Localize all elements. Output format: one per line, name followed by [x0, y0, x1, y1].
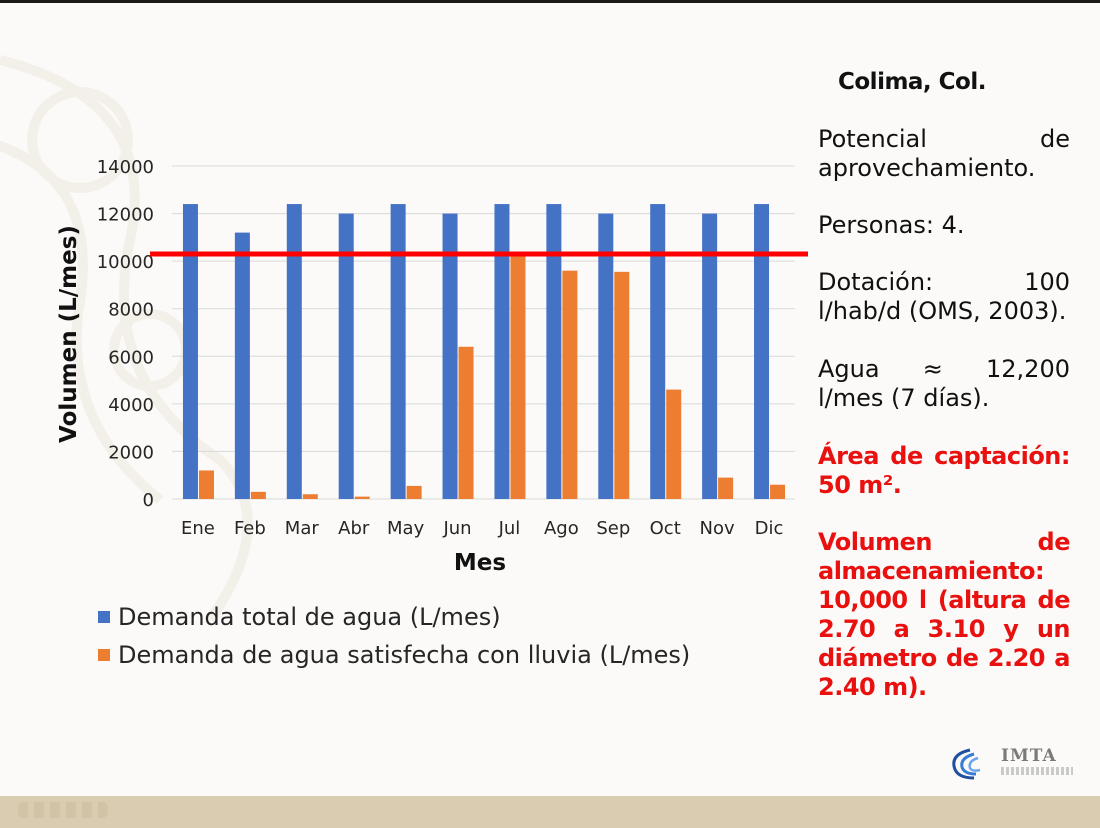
- footer-decoration: [18, 802, 108, 818]
- bar-total: [182, 204, 198, 500]
- bar-total: [494, 204, 510, 500]
- x-tick-label: Nov: [700, 518, 735, 539]
- bar-lluvia: [718, 477, 734, 499]
- x-axis-label: Mes: [454, 550, 506, 576]
- x-tick-label: Ene: [181, 518, 215, 539]
- bar-total: [598, 213, 614, 500]
- y-tick-label: 14000: [97, 157, 154, 178]
- x-tick-label: May: [387, 518, 425, 539]
- y-tick-label: 0: [143, 490, 154, 511]
- y-tick-label: 12000: [97, 205, 154, 226]
- bar-total: [650, 204, 666, 500]
- chart-legend: Demanda total de agua (L/mes) Demanda de…: [98, 598, 690, 674]
- imta-logo-subtitle-decoration: [1001, 767, 1073, 775]
- bar-total: [442, 213, 458, 500]
- chart-gridlines: [172, 165, 795, 500]
- bar-lluvia: [666, 389, 682, 499]
- legend-label-lluvia: Demanda de agua satisfecha con lluvia (L…: [118, 641, 691, 669]
- agua-text: Agua ≈ 12,200 l/mes (7 días).: [818, 355, 1070, 412]
- personas-text: Personas: 4.: [818, 211, 965, 239]
- bar-lluvia: [770, 484, 786, 499]
- bar-total: [286, 204, 302, 500]
- bar-lluvia: [458, 346, 474, 499]
- info-panel: Colima, Col. Potencial de aprovechamient…: [818, 68, 1071, 702]
- bar-total: [234, 232, 250, 499]
- bar-total: [390, 204, 406, 500]
- area-text: Área de captación: 50 m².: [818, 442, 1071, 499]
- bar-lluvia: [406, 485, 422, 499]
- imta-logo-icon: [952, 748, 981, 780]
- x-tick-label: Mar: [285, 518, 320, 539]
- y-tick-label: 8000: [108, 300, 154, 321]
- y-tick-label: 4000: [108, 395, 154, 416]
- x-tick-label: Jun: [442, 518, 471, 539]
- potencial-text: Potencial de aprovechamiento.: [818, 125, 1070, 182]
- legend-item-lluvia: Demanda de agua satisfecha con lluvia (L…: [98, 636, 690, 674]
- legend-swatch-total: [98, 611, 110, 623]
- imta-logo-text: IMTA: [1001, 746, 1057, 766]
- bar-lluvia: [250, 491, 266, 499]
- x-tick-label: Abr: [338, 518, 370, 539]
- bar-total: [546, 204, 562, 500]
- bar-total: [338, 213, 354, 500]
- y-axis-ticks: 0 2000 4000 6000 8000 10000 12000 14000: [97, 157, 154, 511]
- volumen-text: Volumen de almacenamiento: 10,000 l (alt…: [818, 528, 1071, 701]
- window-top-border: [0, 0, 1100, 3]
- x-tick-label: Jul: [498, 518, 521, 539]
- legend-item-total: Demanda total de agua (L/mes): [98, 598, 690, 636]
- y-tick-label: 6000: [108, 347, 154, 368]
- bar-lluvia: [302, 494, 318, 499]
- bar-lluvia: [614, 271, 630, 499]
- legend-label-total: Demanda total de agua (L/mes): [118, 603, 501, 631]
- chart-bars: [182, 204, 786, 500]
- bar-lluvia: [510, 256, 526, 499]
- x-axis-ticks: Ene Feb Mar Abr May Jun Jul Ago Sep Oct Nov Dic: [181, 518, 783, 539]
- y-tick-label: 10000: [97, 252, 154, 273]
- bar-lluvia: [354, 496, 370, 499]
- bar-chart: 0 2000 4000 6000 8000 10000 12000 14000 Ene Feb M…: [56, 157, 808, 576]
- bar-lluvia: [198, 470, 214, 499]
- panel-title: Colima, Col.: [838, 69, 986, 95]
- y-tick-label: 2000: [108, 442, 154, 463]
- dotacion-text: Dotación: 100 l/hab/d (OMS, 2003).: [818, 268, 1070, 325]
- x-tick-label: Dic: [755, 518, 784, 539]
- x-tick-label: Feb: [234, 518, 266, 539]
- y-axis-label: Volumen (L/mes): [56, 225, 82, 443]
- x-tick-label: Sep: [596, 518, 630, 539]
- bar-lluvia: [562, 270, 578, 499]
- bar-total: [702, 213, 718, 500]
- x-tick-label: Ago: [544, 518, 579, 539]
- legend-swatch-lluvia: [98, 649, 110, 661]
- x-tick-label: Oct: [650, 518, 681, 539]
- bar-total: [754, 204, 770, 500]
- footer-band: [0, 796, 1100, 828]
